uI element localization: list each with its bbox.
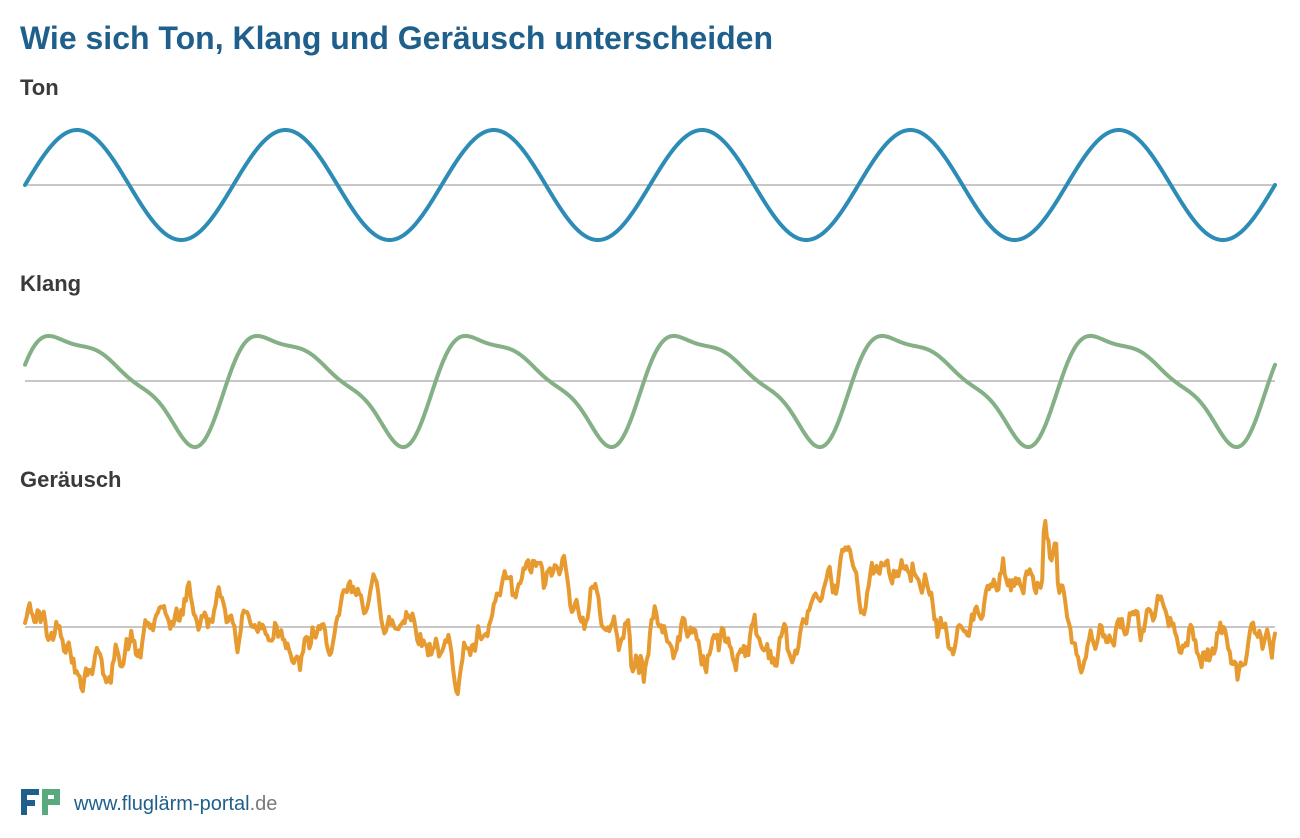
wave-section-ton: Ton	[20, 75, 1280, 265]
wave-label-geraeusch: Geräusch	[20, 467, 1280, 493]
footer-url: www.fluglärm-portal.de	[74, 793, 277, 816]
wave-label-klang: Klang	[20, 271, 1280, 297]
footer-url-suffix: .de	[250, 793, 278, 815]
wave-path-geraeusch	[25, 521, 1275, 694]
page-title: Wie sich Ton, Klang und Geräusch untersc…	[20, 20, 1280, 57]
logo-p	[42, 789, 60, 815]
wave-label-ton: Ton	[20, 75, 1280, 101]
logo-f	[21, 789, 39, 815]
waves-container: Ton Klang Geräusch	[20, 75, 1280, 757]
wave-section-geraeusch: Geräusch	[20, 467, 1280, 757]
footer: www.fluglärm-portal.de	[20, 787, 277, 822]
wave-svg-ton	[20, 105, 1280, 265]
wave-path-klang	[25, 336, 1275, 447]
wave-section-klang: Klang	[20, 271, 1280, 461]
wave-svg-geraeusch	[20, 497, 1280, 757]
footer-url-prefix: www.fluglärm-portal	[74, 793, 250, 815]
wave-svg-klang	[20, 301, 1280, 461]
logo-icon	[20, 787, 64, 822]
